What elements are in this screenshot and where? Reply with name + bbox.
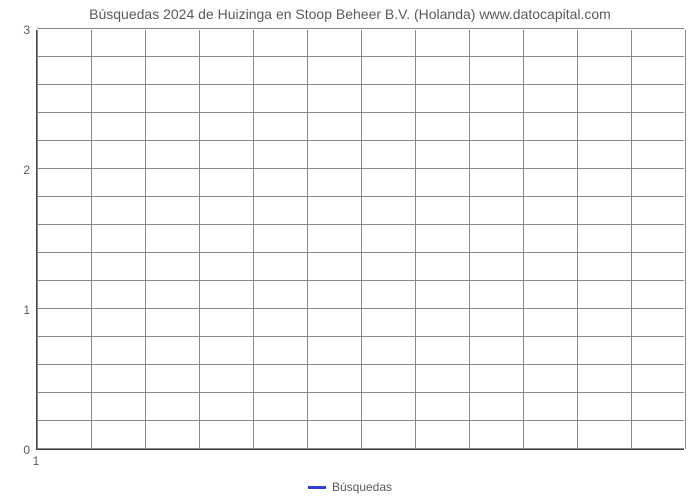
gridline-vertical	[145, 30, 146, 449]
y-tick-label: 3	[6, 23, 30, 37]
legend-label: Búsquedas	[332, 480, 392, 494]
gridline-vertical	[415, 30, 416, 449]
y-tick-label: 2	[6, 163, 30, 177]
gridline-vertical	[631, 30, 632, 449]
gridline-vertical	[523, 30, 524, 449]
y-tick-label: 0	[6, 443, 30, 457]
gridline-vertical	[91, 30, 92, 449]
gridline-vertical	[37, 30, 38, 449]
x-tick-label: 1	[33, 454, 40, 468]
chart-title: Búsquedas 2024 de Huizinga en Stoop Behe…	[0, 6, 700, 23]
gridline-horizontal	[37, 28, 684, 29]
gridline-vertical	[307, 30, 308, 449]
gridline-vertical	[253, 30, 254, 449]
plot-area	[36, 30, 684, 450]
legend-swatch	[308, 486, 326, 489]
gridline-vertical	[469, 30, 470, 449]
gridline-vertical	[577, 30, 578, 449]
y-tick-label: 1	[6, 303, 30, 317]
chart-container: Búsquedas 2024 de Huizinga en Stoop Behe…	[0, 0, 700, 500]
legend: Búsquedas	[0, 478, 700, 495]
gridline-vertical	[685, 30, 686, 449]
gridline-vertical	[361, 30, 362, 449]
gridline-vertical	[199, 30, 200, 449]
legend-item: Búsquedas	[308, 480, 392, 494]
